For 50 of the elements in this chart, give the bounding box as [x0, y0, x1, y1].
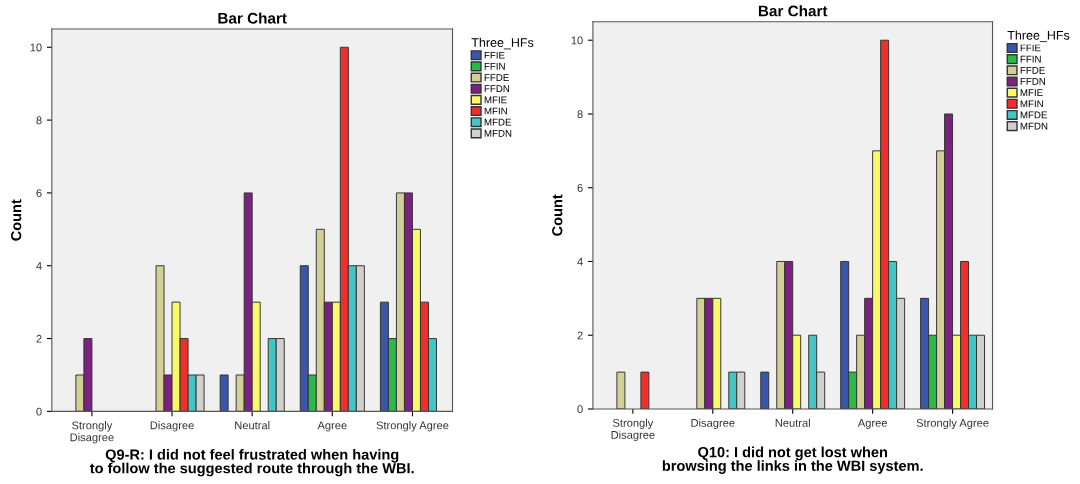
y-tick-label: 2 — [577, 331, 583, 340]
legend-label: FFDN — [1020, 78, 1046, 85]
y-tick-label: 8 — [36, 116, 42, 125]
chart-title: Bar Chart — [758, 5, 828, 17]
x-tick-label: Agree — [857, 419, 887, 430]
y-tick-label: 4 — [577, 257, 583, 266]
x-tick-label: Disagree — [150, 421, 194, 432]
legend-label: FFIE — [1020, 44, 1041, 52]
y-tick-label: 0 — [36, 407, 42, 416]
legend-label: MFDN — [484, 129, 512, 137]
y-axis-title: Count — [11, 199, 22, 241]
y-tick-label: 10 — [30, 43, 42, 52]
x-tick-label: Agree — [317, 421, 347, 432]
x-tick-label: Strongly Disagree — [611, 418, 655, 442]
x-tick-label: Strongly Disagree — [70, 421, 114, 444]
bar — [219, 374, 229, 412]
legend-label: MFIE — [484, 96, 507, 104]
y-tick-label: 0 — [577, 405, 583, 414]
y-axis-title: Count — [552, 194, 563, 236]
legend-label: MFDE — [484, 118, 512, 126]
x-tick-label: Strongly Agree — [916, 418, 989, 430]
x-tick-label: Neutral — [235, 421, 270, 430]
legend-title: Three_HFs — [471, 37, 534, 50]
legend-label: FFIE — [484, 51, 505, 59]
legend-label: FFDE — [1020, 66, 1045, 74]
y-tick-label: 2 — [36, 334, 42, 343]
x-tick-label: Strongly Agree — [376, 421, 449, 432]
bar — [760, 371, 770, 409]
x-axis-title: Q9-R: I did not feel frustrated when having to follow the suggested route through the WBI. — [89, 449, 414, 477]
legend-label: FFDN — [484, 85, 510, 93]
y-tick-label: 4 — [36, 262, 42, 270]
legend-label: MFDN — [1020, 122, 1048, 130]
y-tick-label: 10 — [571, 36, 583, 45]
legend-label: MFDE — [1020, 111, 1048, 119]
x-axis-title: Q10: I did not get lost when browsing the links in the WBI system. — [662, 446, 923, 474]
legend-label: FFDE — [484, 74, 509, 81]
legend-title: Three_HFs — [1007, 30, 1070, 43]
bar — [616, 371, 626, 409]
legend-label: MFIN — [1020, 100, 1043, 108]
x-tick-label: Neutral — [775, 418, 810, 427]
chart-title: Bar Chart — [218, 12, 287, 24]
legend-label: MFIN — [484, 107, 507, 115]
x-tick-label: Disagree — [691, 418, 735, 430]
bar — [640, 371, 650, 409]
y-tick-label: 6 — [36, 189, 42, 198]
legend-label: FFIN — [484, 63, 505, 70]
legend-label: FFIN — [1020, 55, 1041, 63]
legend-label: MFIE — [1020, 89, 1043, 96]
y-tick-label: 8 — [577, 110, 583, 119]
y-tick-label: 6 — [577, 183, 583, 192]
